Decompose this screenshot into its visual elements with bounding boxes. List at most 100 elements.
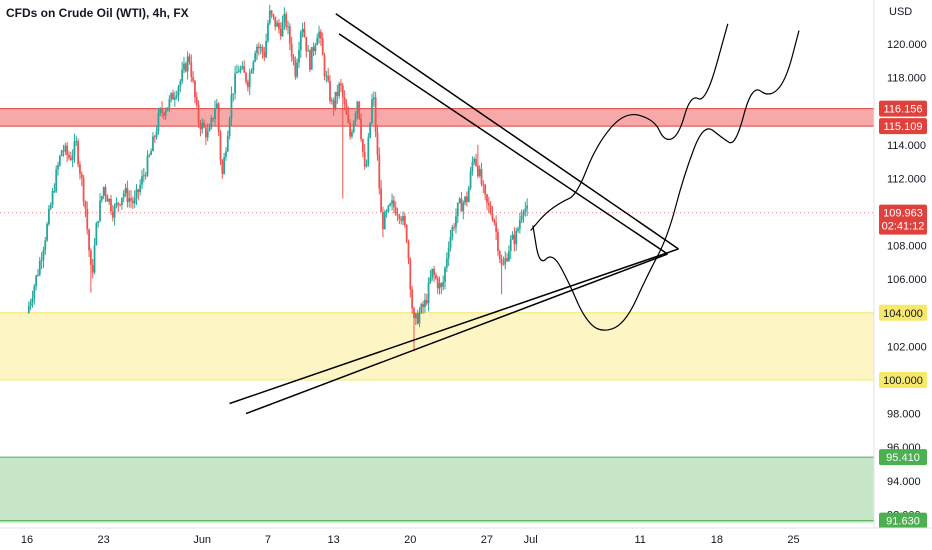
candle-body [365, 164, 368, 167]
trendline [335, 13, 679, 250]
x-tick-label: 27 [481, 534, 493, 546]
candle-body [33, 286, 36, 299]
trendline [245, 253, 668, 415]
candle-body [144, 175, 147, 177]
candle-body [513, 234, 516, 245]
candle-body [201, 122, 204, 130]
candle-body [164, 110, 167, 116]
y-tick-label: 98.000 [887, 409, 921, 421]
candle-body [44, 240, 47, 251]
x-tick-label: 16 [21, 534, 33, 546]
candle-body [341, 85, 344, 98]
candle-body [192, 77, 195, 81]
candle-body [290, 43, 293, 57]
candle-body [82, 178, 85, 202]
candle-body [60, 150, 63, 156]
candle-body [449, 236, 452, 249]
candle-body [42, 250, 45, 261]
candle-body [188, 56, 191, 63]
candle-body [279, 29, 282, 37]
candle-body [424, 299, 426, 308]
candle-body [307, 50, 310, 52]
candle-body [237, 70, 240, 73]
candle-body [414, 313, 417, 319]
y-tick-label: 118.000 [887, 73, 926, 85]
candle-body [376, 132, 379, 155]
candle-body [29, 302, 32, 306]
candle-body [38, 261, 41, 275]
level-tag-label: 91.630 [886, 516, 920, 528]
y-tick-label: 114.000 [887, 140, 926, 152]
candle-body [208, 127, 211, 131]
candle-body [68, 154, 70, 159]
candle-body [316, 37, 319, 46]
candle-body [257, 46, 260, 49]
candle-body [104, 187, 107, 196]
candle-body [97, 221, 100, 224]
candle-body [338, 83, 341, 96]
candle-body [458, 198, 461, 203]
candle-body [137, 189, 140, 193]
candle-body [371, 99, 373, 123]
candle-body [252, 61, 255, 72]
zone-demand [0, 457, 874, 523]
candle-body [71, 155, 74, 160]
chart-title: CFDs on Crude Oil (WTI), 4h, FX [6, 6, 189, 20]
candle-body [495, 222, 498, 232]
candle-body [298, 49, 300, 63]
candle-body [436, 278, 439, 289]
candle-body [398, 215, 401, 219]
candle-body [288, 26, 291, 44]
candle-body [411, 289, 414, 309]
candle-body [270, 10, 273, 15]
candle-body [287, 26, 289, 28]
projection-bullish [530, 23, 729, 231]
candle-body [442, 282, 445, 287]
level-tag [879, 449, 927, 466]
candle-body [447, 248, 450, 259]
candle-body [440, 283, 443, 287]
y-tick-label: 112.000 [887, 173, 926, 185]
candle-body [256, 46, 258, 54]
candle-body [305, 36, 308, 52]
candle-body [475, 158, 477, 166]
candle-body [385, 211, 388, 213]
candle-body [460, 198, 463, 212]
candle-body [121, 197, 123, 205]
current-price-value: 109.963 [883, 208, 923, 220]
projection-bearish [532, 30, 800, 331]
candle-body [203, 122, 205, 128]
candle-body [142, 175, 145, 177]
candle-body [197, 104, 200, 124]
candle-body [524, 208, 527, 212]
candle-body [413, 308, 415, 319]
candle-body [181, 69, 184, 81]
candle-body [210, 118, 213, 128]
candle-body [349, 122, 351, 137]
candle-body [183, 63, 185, 70]
candle-body [40, 260, 43, 262]
candle-body [131, 200, 134, 204]
candle-body [318, 31, 320, 38]
candle-body [361, 139, 364, 153]
candle-body [378, 154, 381, 189]
candle-body [502, 264, 505, 266]
candle-body [360, 118, 362, 140]
candle-body [126, 188, 129, 202]
candle-body [184, 63, 187, 72]
candle-body [106, 195, 109, 202]
y-tick-label: 120.000 [887, 39, 927, 51]
bar-countdown: 02:41:12 [882, 221, 925, 233]
candle-body [152, 136, 154, 152]
candle-body [27, 305, 30, 313]
candle-body [212, 118, 215, 120]
candle-body [347, 114, 350, 123]
candle-body [354, 113, 357, 122]
candle-body [281, 21, 284, 37]
candle-body [117, 202, 120, 205]
candle-body [358, 101, 361, 119]
candle-body [498, 251, 501, 260]
candle-body [48, 208, 50, 225]
candle-body [486, 194, 488, 203]
